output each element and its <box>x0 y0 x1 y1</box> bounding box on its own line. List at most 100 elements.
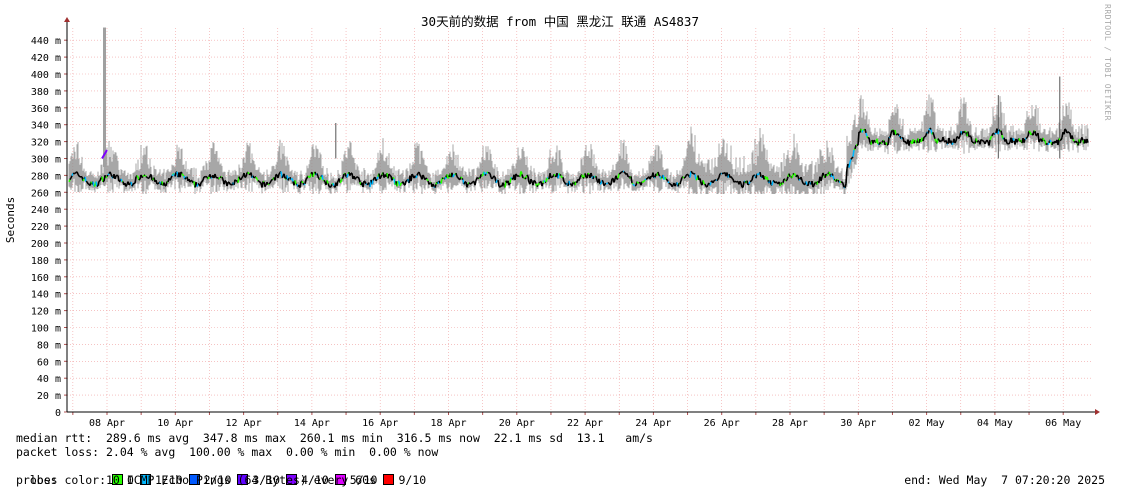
median-segment <box>769 180 772 185</box>
end-time: end: Wed May 7 07:20:20 2025 <box>904 473 1105 487</box>
median-segment <box>990 135 993 138</box>
median-segment <box>224 179 227 182</box>
median-segment <box>704 183 707 187</box>
median-segment <box>524 177 527 180</box>
median-segment <box>646 177 649 180</box>
median-segment <box>493 175 496 178</box>
median-segment <box>330 183 333 187</box>
median-segment <box>820 176 823 182</box>
median-segment <box>145 175 148 179</box>
median-segment <box>199 182 202 187</box>
median-segment <box>721 172 724 175</box>
median-segment <box>1034 131 1037 136</box>
loss-color-swatch-label: 3/10 <box>252 473 281 487</box>
median-segment <box>706 184 709 188</box>
y-tick-label: 400 m <box>31 70 61 81</box>
median-segment <box>800 176 803 181</box>
median-segment <box>365 183 368 186</box>
median-segment <box>828 171 831 175</box>
median-segment <box>207 176 210 180</box>
median-segment <box>150 174 153 181</box>
median-segment <box>1000 130 1003 136</box>
median-segment <box>712 180 715 184</box>
y-tick-label: 220 m <box>31 222 61 233</box>
y-axis-label: Seconds <box>4 197 17 243</box>
median-segment <box>82 178 85 182</box>
median-segment <box>163 182 166 186</box>
median-segment <box>180 171 183 174</box>
y-tick-label: 20 m <box>37 391 61 402</box>
y-tick-label: 60 m <box>37 357 61 368</box>
median-segment <box>354 177 357 180</box>
rrdtool-watermark: RRDTOOL / TOBI OETIKER <box>1103 4 1112 121</box>
y-tick-label: 40 m <box>37 374 61 385</box>
median-segment <box>610 178 613 185</box>
median-segment <box>945 140 948 144</box>
median-segment <box>509 177 512 183</box>
median-segment <box>244 176 247 179</box>
median-segment <box>595 176 598 181</box>
median-segment <box>425 177 428 180</box>
median-segment <box>508 182 511 186</box>
median-segment <box>826 173 829 177</box>
median-segment <box>598 178 601 185</box>
median-segment <box>105 175 108 179</box>
median-segment <box>709 181 712 186</box>
median-segment <box>801 180 804 184</box>
median-segment <box>144 174 147 178</box>
median-segment <box>687 174 690 177</box>
y-tick-label: 260 m <box>31 188 61 199</box>
median-segment <box>301 180 304 184</box>
median-segment <box>405 179 408 182</box>
median-segment <box>411 173 414 176</box>
median-segment <box>841 181 844 185</box>
y-tick-label: 80 m <box>37 340 61 351</box>
loss-color-swatch <box>237 474 249 485</box>
median-segment <box>486 171 489 174</box>
x-tick-label: 24 Apr <box>635 418 671 429</box>
median-segment <box>876 138 879 145</box>
median-segment <box>587 172 590 175</box>
median-segment <box>922 136 925 142</box>
median-segment <box>853 148 856 151</box>
median-segment <box>131 183 134 187</box>
median-segment <box>515 173 518 177</box>
median-segment <box>791 174 794 179</box>
median-segment <box>885 142 888 146</box>
x-tick-label: 10 Apr <box>157 418 193 429</box>
median-segment <box>256 178 259 182</box>
median-segment <box>543 180 546 183</box>
loss-color-swatch-label: 4/10 <box>301 473 329 487</box>
y-axis-arrow <box>64 17 70 22</box>
median-segment <box>267 183 270 186</box>
median-segment <box>107 173 110 176</box>
median-segment <box>304 179 307 184</box>
median-segment <box>657 171 660 176</box>
loss-color-swatch <box>286 474 298 485</box>
median-segment <box>120 178 123 182</box>
y-tick-label: 340 m <box>31 121 61 132</box>
median-segment <box>171 174 174 177</box>
median-segment <box>257 179 260 182</box>
median-segment <box>553 173 556 177</box>
loss-color-swatch-label: 9/10 <box>398 473 427 487</box>
median-segment <box>1060 137 1063 141</box>
median-segment <box>305 177 308 180</box>
median-segment <box>346 173 349 178</box>
median-segment <box>731 177 734 180</box>
median-segment <box>157 182 160 185</box>
median-segment <box>986 139 989 143</box>
median-segment <box>653 176 656 179</box>
x-tick-label: 04 May <box>977 418 1013 429</box>
median-segment <box>109 171 112 175</box>
median-segment <box>418 171 421 176</box>
median-segment <box>1005 139 1008 144</box>
median-segment <box>716 178 719 182</box>
median-segment <box>344 172 347 177</box>
median-segment <box>396 180 399 187</box>
median-segment <box>822 172 825 176</box>
median-segment <box>476 177 479 180</box>
median-segment <box>666 179 669 182</box>
x-tick-label: 18 Apr <box>430 418 466 429</box>
median-segment <box>460 176 463 179</box>
